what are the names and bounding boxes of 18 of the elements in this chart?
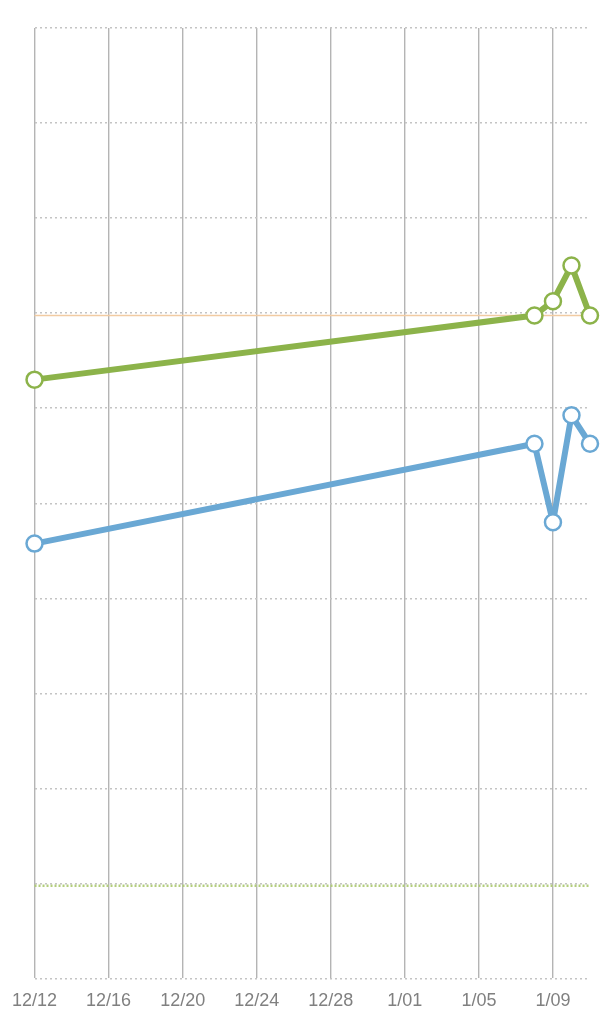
point: [580, 306, 600, 325]
point: [25, 534, 44, 553]
point: [580, 434, 600, 454]
x-tick-label: 1/01: [387, 990, 423, 1011]
x-tick-label: 1/05: [461, 990, 497, 1011]
point: [562, 406, 581, 425]
point: [25, 370, 44, 389]
x-tick-label: 12/24: [234, 990, 280, 1011]
x-tick-label: 12/20: [160, 990, 206, 1011]
point: [543, 291, 563, 311]
point: [562, 256, 581, 275]
point: [525, 434, 544, 454]
x-tick-label: 12/16: [86, 990, 132, 1011]
point: [525, 306, 544, 325]
x-tick-label: 12/28: [308, 990, 354, 1011]
point: [543, 512, 563, 532]
x-tick-label: 12/12: [12, 990, 58, 1011]
x-tick-label: 1/09: [535, 990, 571, 1011]
